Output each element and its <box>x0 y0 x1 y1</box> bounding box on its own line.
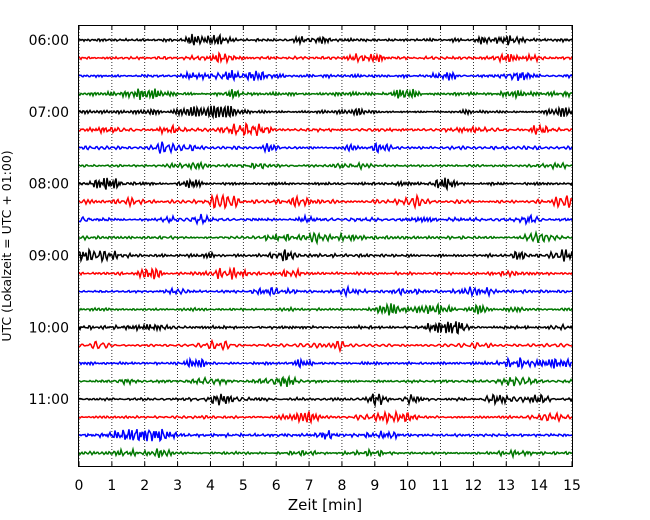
x-tick-label: 14 <box>530 478 548 494</box>
trace-group <box>78 32 573 460</box>
x-tick-label: 10 <box>399 478 417 494</box>
plot-frame <box>78 25 573 467</box>
trace-0715 <box>78 121 573 137</box>
x-tick-label: 2 <box>140 478 149 494</box>
trace-1100 <box>78 393 573 408</box>
y-tick-label: 09:00 <box>29 249 69 265</box>
y-tick-label: 11:00 <box>29 392 69 408</box>
trace-0630 <box>78 69 573 83</box>
trace-0815 <box>78 192 573 211</box>
x-tick-label: 12 <box>464 478 482 494</box>
x-tick-label: 13 <box>497 478 515 494</box>
trace-0700 <box>78 104 573 120</box>
trace-0615 <box>78 51 573 65</box>
trace-1045 <box>78 374 573 388</box>
y-tick-label: 08:00 <box>29 177 69 193</box>
axis-ticks: 0 1 2 3 4 5 6 7 8 9 10 11 12 13 14 1506:0007:0008:0009:… <box>29 26 581 494</box>
trace-0900 <box>78 247 573 264</box>
x-tick-label: 9 <box>370 478 379 494</box>
trace-1000 <box>78 321 573 335</box>
x-tick-label: 1 <box>107 478 116 494</box>
x-tick-label: 11 <box>432 478 450 494</box>
trace-0745 <box>78 160 573 172</box>
y-tick-label: 06:00 <box>29 33 69 49</box>
trace-0730 <box>78 141 573 155</box>
y-tick-label: 10:00 <box>29 320 69 336</box>
trace-0800 <box>78 177 573 192</box>
trace-0945 <box>78 301 573 316</box>
trace-1030 <box>78 356 573 370</box>
trace-0845 <box>78 229 573 246</box>
trace-0830 <box>78 212 573 227</box>
x-tick-label: 7 <box>305 478 314 494</box>
trace-1130 <box>78 428 573 443</box>
x-tick-label: 15 <box>563 478 581 494</box>
trace-1145 <box>78 446 573 460</box>
trace-0915 <box>78 266 573 281</box>
x-tick-label: 5 <box>239 478 248 494</box>
x-tick-label: 4 <box>206 478 215 494</box>
x-tick-label: 6 <box>272 478 281 494</box>
y-tick-label: 07:00 <box>29 105 69 121</box>
trace-0600 <box>78 32 573 47</box>
x-tick-label: 0 <box>75 478 84 494</box>
x-tick-label: 3 <box>173 478 182 494</box>
trace-1115 <box>78 409 573 426</box>
trace-1015 <box>78 338 573 354</box>
x-tick-label: 8 <box>337 478 346 494</box>
trace-0645 <box>78 88 573 101</box>
x-axis-label: Zeit [min] <box>288 496 362 514</box>
y-axis-label: UTC (Lokalzeit = UTC + 01:00) <box>0 150 14 341</box>
trace-0930 <box>78 284 573 299</box>
